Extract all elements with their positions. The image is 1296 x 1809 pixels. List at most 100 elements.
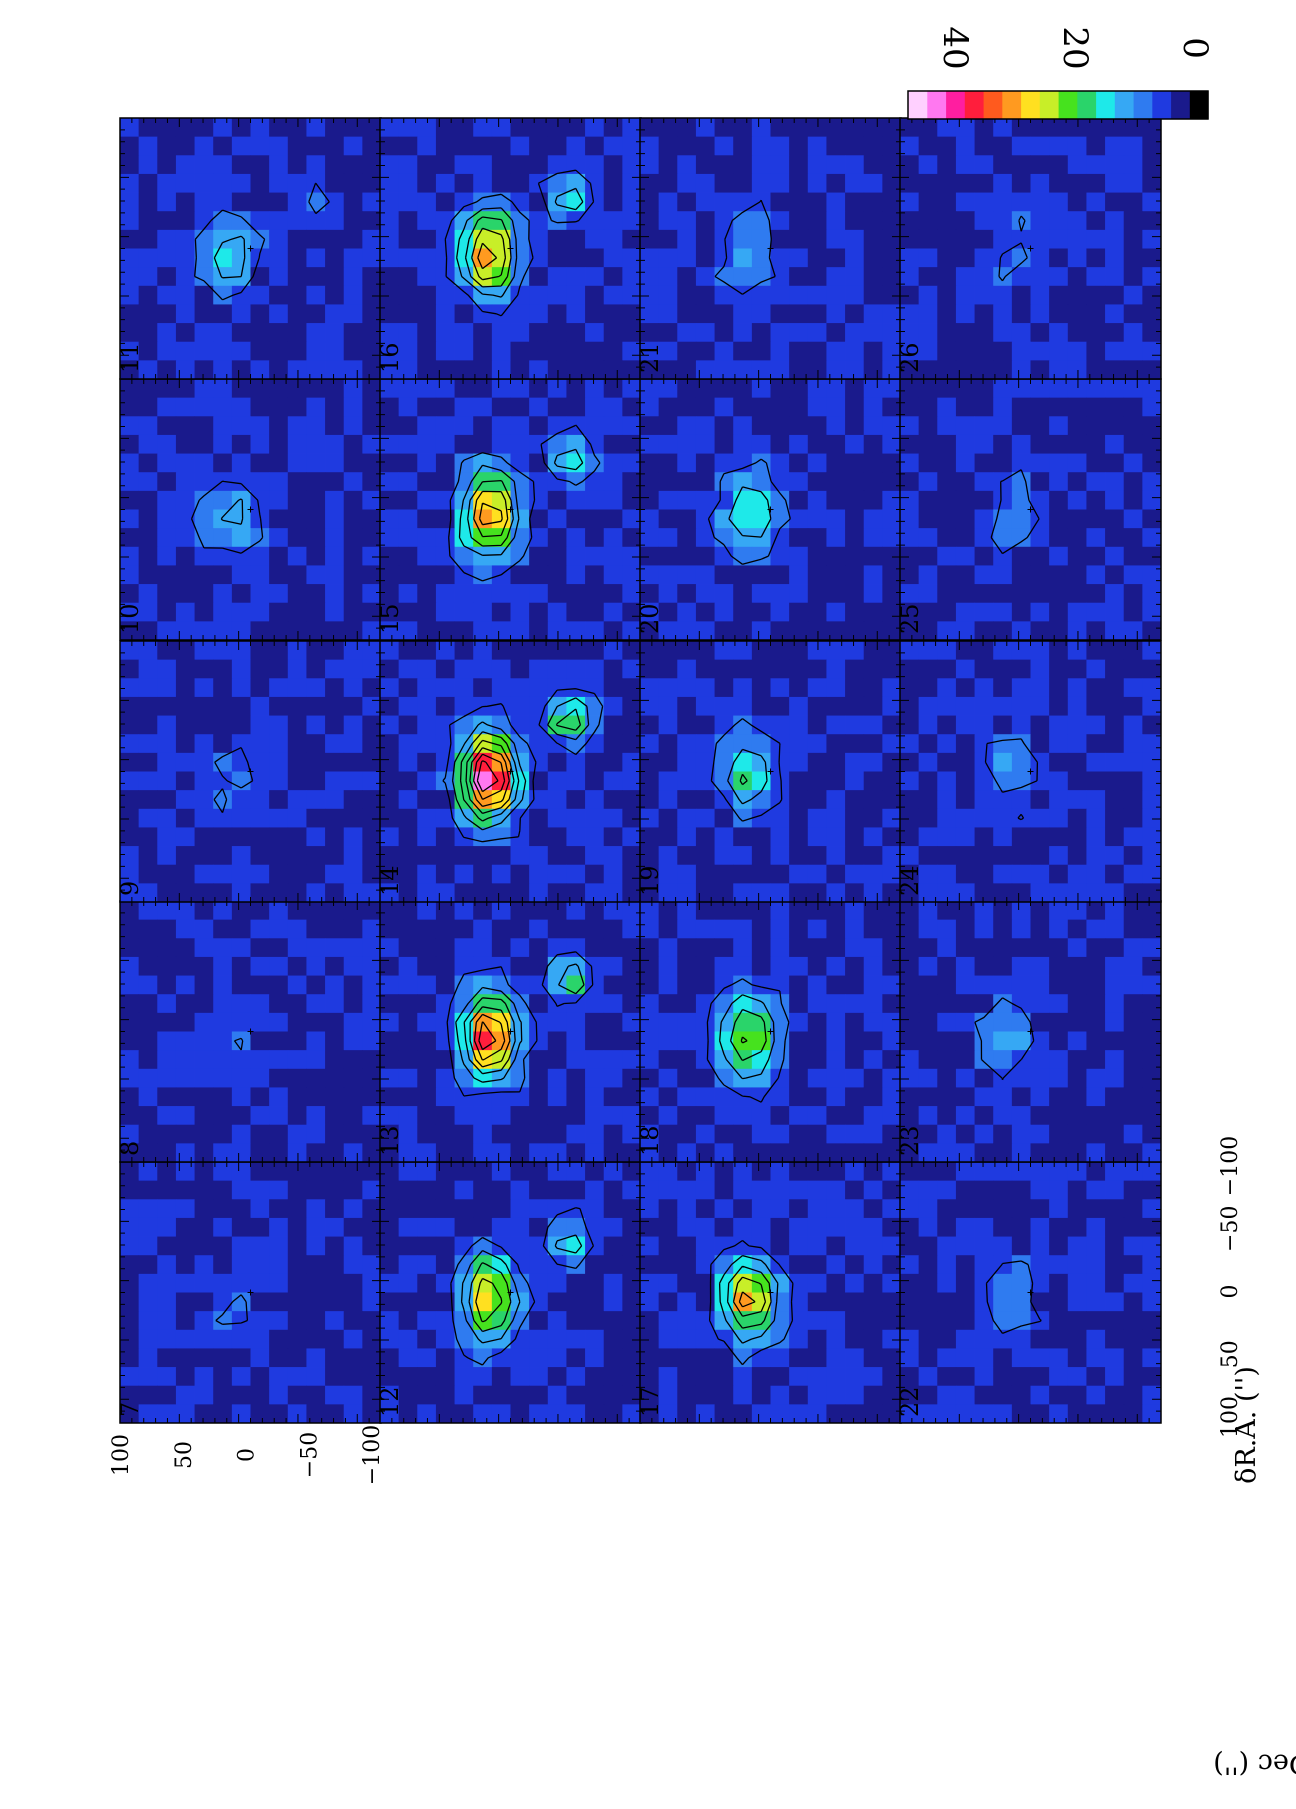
heatmap-pixel xyxy=(918,211,938,231)
heatmap-pixel xyxy=(362,1348,382,1368)
heatmap-pixel xyxy=(751,790,771,810)
heatmap-pixel xyxy=(789,1180,809,1200)
heatmap-pixel xyxy=(325,584,345,604)
heatmap-pixel xyxy=(157,1068,177,1088)
heatmap-pixel xyxy=(1067,919,1087,939)
heatmap-pixel xyxy=(1123,938,1143,958)
panel-label: 15 xyxy=(376,603,404,634)
heatmap-pixel xyxy=(120,267,140,287)
heatmap-pixel xyxy=(714,173,734,193)
panel-tick xyxy=(380,901,641,1162)
heatmap-pixel xyxy=(213,901,233,921)
heatmap-pixel xyxy=(1123,1031,1143,1051)
contour-line xyxy=(469,747,510,808)
heatmap-pixel xyxy=(194,546,214,566)
panel-tick xyxy=(640,641,901,902)
heatmap-pixel xyxy=(287,1367,307,1387)
heatmap-pixel xyxy=(677,864,697,884)
heatmap-pixel xyxy=(157,1236,177,1256)
heatmap-pixel xyxy=(974,584,994,604)
heatmap-pixel xyxy=(1067,1087,1087,1107)
heatmap-pixel xyxy=(882,267,902,287)
panel-tick xyxy=(900,901,1161,1162)
heatmap-pixel xyxy=(1105,509,1125,529)
heatmap-pixel xyxy=(826,659,846,679)
panel-tick xyxy=(380,641,641,902)
heatmap-pixel xyxy=(362,827,382,847)
heatmap-pixel xyxy=(900,434,920,454)
heatmap-pixel xyxy=(510,341,530,361)
panel-tick xyxy=(380,379,641,640)
heatmap-pixel xyxy=(658,715,678,735)
heatmap-pixel xyxy=(473,864,493,884)
heatmap-pixel xyxy=(900,1348,920,1368)
heatmap-pixel xyxy=(510,678,530,698)
panel-tick xyxy=(380,379,641,640)
heatmap-pixel xyxy=(1123,752,1143,772)
heatmap-pixel xyxy=(863,1329,883,1349)
heatmap-pixel xyxy=(1105,267,1125,287)
heatmap-pixel xyxy=(454,752,474,772)
heatmap-pixel xyxy=(789,1143,809,1163)
heatmap-pixel xyxy=(547,416,567,436)
heatmap-pixel xyxy=(937,1404,957,1424)
heatmap-pixel xyxy=(213,323,233,343)
heatmap-pixel xyxy=(807,1143,827,1163)
heatmap-pixel xyxy=(789,360,809,380)
heatmap-pixel xyxy=(658,565,678,585)
heatmap-pixel xyxy=(435,1031,455,1051)
heatmap-pixel xyxy=(733,1180,753,1200)
heatmap-pixel xyxy=(510,136,530,156)
heatmap-pixel xyxy=(845,1273,865,1293)
heatmap-pixel xyxy=(510,379,530,399)
heatmap-pixel xyxy=(1049,1012,1069,1032)
heatmap-pixel xyxy=(695,1068,715,1088)
panel-tick xyxy=(640,901,901,1162)
heatmap-pixel xyxy=(751,584,771,604)
heatmap-pixel xyxy=(677,173,697,193)
heatmap-pixel xyxy=(918,1311,938,1331)
heatmap-pixel xyxy=(751,472,771,492)
panel-tick xyxy=(640,901,901,1162)
heatmap-pixel xyxy=(585,1385,605,1405)
heatmap-pixel xyxy=(826,1087,846,1107)
heatmap-pixel xyxy=(510,864,530,884)
panel-tick xyxy=(120,118,381,379)
heatmap-pixel xyxy=(175,1162,195,1182)
heatmap-pixel xyxy=(398,919,418,939)
panel-tick xyxy=(120,379,381,640)
heatmap-pixel xyxy=(213,1217,233,1237)
heatmap-pixel xyxy=(157,1217,177,1237)
heatmap-pixel xyxy=(306,248,326,268)
heatmap-pixel xyxy=(640,1329,660,1349)
heatmap-pixel xyxy=(658,323,678,343)
heatmap-pixel xyxy=(138,546,158,566)
heatmap-pixel xyxy=(398,771,418,791)
panel-tick xyxy=(380,379,641,640)
heatmap-pixel xyxy=(417,118,437,138)
heatmap-pixel xyxy=(398,379,418,399)
panel-tick xyxy=(900,118,1161,379)
heatmap-pixel xyxy=(993,1236,1013,1256)
heatmap-pixel xyxy=(826,883,846,903)
heatmap-pixel xyxy=(918,155,938,175)
heatmap-pixel xyxy=(622,1348,642,1368)
heatmap-pixel xyxy=(789,938,809,958)
heatmap-pixel xyxy=(603,453,623,473)
heatmap-pixel xyxy=(325,1143,345,1163)
heatmap-pixel xyxy=(566,1068,586,1088)
heatmap-pixel xyxy=(937,752,957,772)
heatmap-pixel xyxy=(603,173,623,193)
colorbar-swatch xyxy=(1001,91,1022,119)
heatmap-pixel xyxy=(287,1404,307,1424)
heatmap-pixel xyxy=(603,1273,623,1293)
heatmap-pixel xyxy=(510,1050,530,1070)
heatmap-pixel xyxy=(1049,1255,1069,1275)
heatmap-pixel xyxy=(751,715,771,735)
heatmap-pixel xyxy=(882,1087,902,1107)
heatmap-pixel xyxy=(658,864,678,884)
heatmap-pixel xyxy=(120,1068,140,1088)
heatmap-pixel xyxy=(974,1031,994,1051)
panel-tick xyxy=(120,118,381,379)
heatmap-pixel xyxy=(882,136,902,156)
